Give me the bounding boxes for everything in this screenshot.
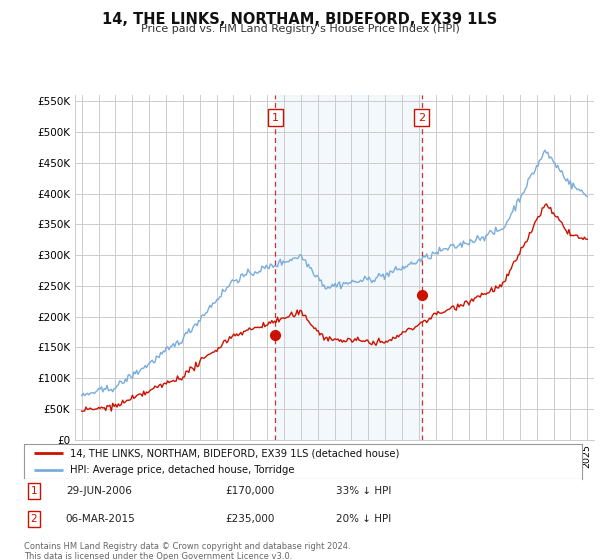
Text: 2: 2 xyxy=(418,113,425,123)
Text: Contains HM Land Registry data © Crown copyright and database right 2024.
This d: Contains HM Land Registry data © Crown c… xyxy=(24,542,350,560)
Text: Price paid vs. HM Land Registry's House Price Index (HPI): Price paid vs. HM Land Registry's House … xyxy=(140,24,460,34)
Bar xyxy=(275,95,422,440)
Text: HPI: Average price, detached house, Torridge: HPI: Average price, detached house, Torr… xyxy=(70,465,294,475)
Text: 1: 1 xyxy=(272,113,279,123)
Text: 1: 1 xyxy=(31,486,37,496)
Text: 20% ↓ HPI: 20% ↓ HPI xyxy=(337,514,392,524)
Text: 29-JUN-2006: 29-JUN-2006 xyxy=(66,486,132,496)
Text: £235,000: £235,000 xyxy=(225,514,274,524)
Text: 2: 2 xyxy=(31,514,37,524)
Text: 14, THE LINKS, NORTHAM, BIDEFORD, EX39 1LS: 14, THE LINKS, NORTHAM, BIDEFORD, EX39 1… xyxy=(103,12,497,27)
Text: 33% ↓ HPI: 33% ↓ HPI xyxy=(337,486,392,496)
Text: £170,000: £170,000 xyxy=(225,486,274,496)
Text: 06-MAR-2015: 06-MAR-2015 xyxy=(66,514,136,524)
Text: 14, THE LINKS, NORTHAM, BIDEFORD, EX39 1LS (detached house): 14, THE LINKS, NORTHAM, BIDEFORD, EX39 1… xyxy=(70,448,399,458)
